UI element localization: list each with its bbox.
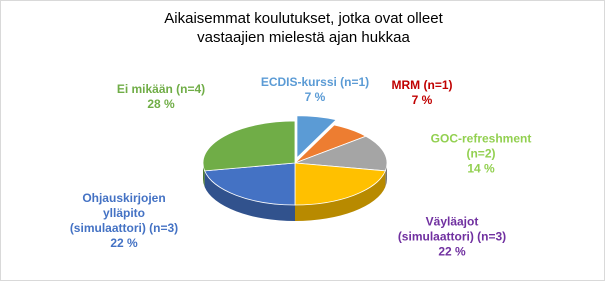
value-label: 22 % (110, 236, 138, 250)
slice (202, 120, 296, 172)
value-label: 22 % (438, 244, 466, 259)
data-label: GOC-refreshment (n=2) 14 % (426, 132, 536, 177)
slice (294, 162, 386, 206)
data-label: Ohjauskirjojen ylläpito (simulaattori) (… (64, 191, 184, 251)
data-label: Väyläajot (simulaattori) (n=3) 22 % (397, 215, 507, 260)
data-label: ECDIS-kurssi (n=1) 7 % (260, 75, 370, 105)
data-label: Ei mikään (n=4) 28 % (106, 82, 216, 112)
slice-side (385, 163, 388, 187)
slice-side (295, 170, 386, 221)
slice (294, 135, 388, 172)
category-label: ECDIS-kurssi (n=1) (260, 75, 370, 89)
slice (204, 162, 296, 206)
data-label: MRM (n=1) 7 % (382, 78, 462, 108)
slice-side (203, 163, 205, 187)
value-label: 28 % (147, 97, 175, 111)
category-label: Väyläajot (simulaattori) (n=3) (397, 214, 507, 244)
slice-side (204, 170, 295, 221)
category-label: Ei mikään (n=4) (116, 82, 206, 96)
slice (296, 115, 337, 159)
category-label: MRM (n=1) (391, 78, 453, 92)
value-label: 14 % (467, 161, 495, 176)
value-label: 7 % (304, 90, 326, 104)
category-label: Ohjauskirjojen ylläpito (simulaattori) (… (69, 191, 179, 235)
category-label: GOC-refreshment (n=2) (430, 131, 532, 161)
chart-title: Aikaisemmat koulutukset, jotka ovat olle… (164, 10, 443, 46)
value-label: 7 % (411, 93, 433, 107)
